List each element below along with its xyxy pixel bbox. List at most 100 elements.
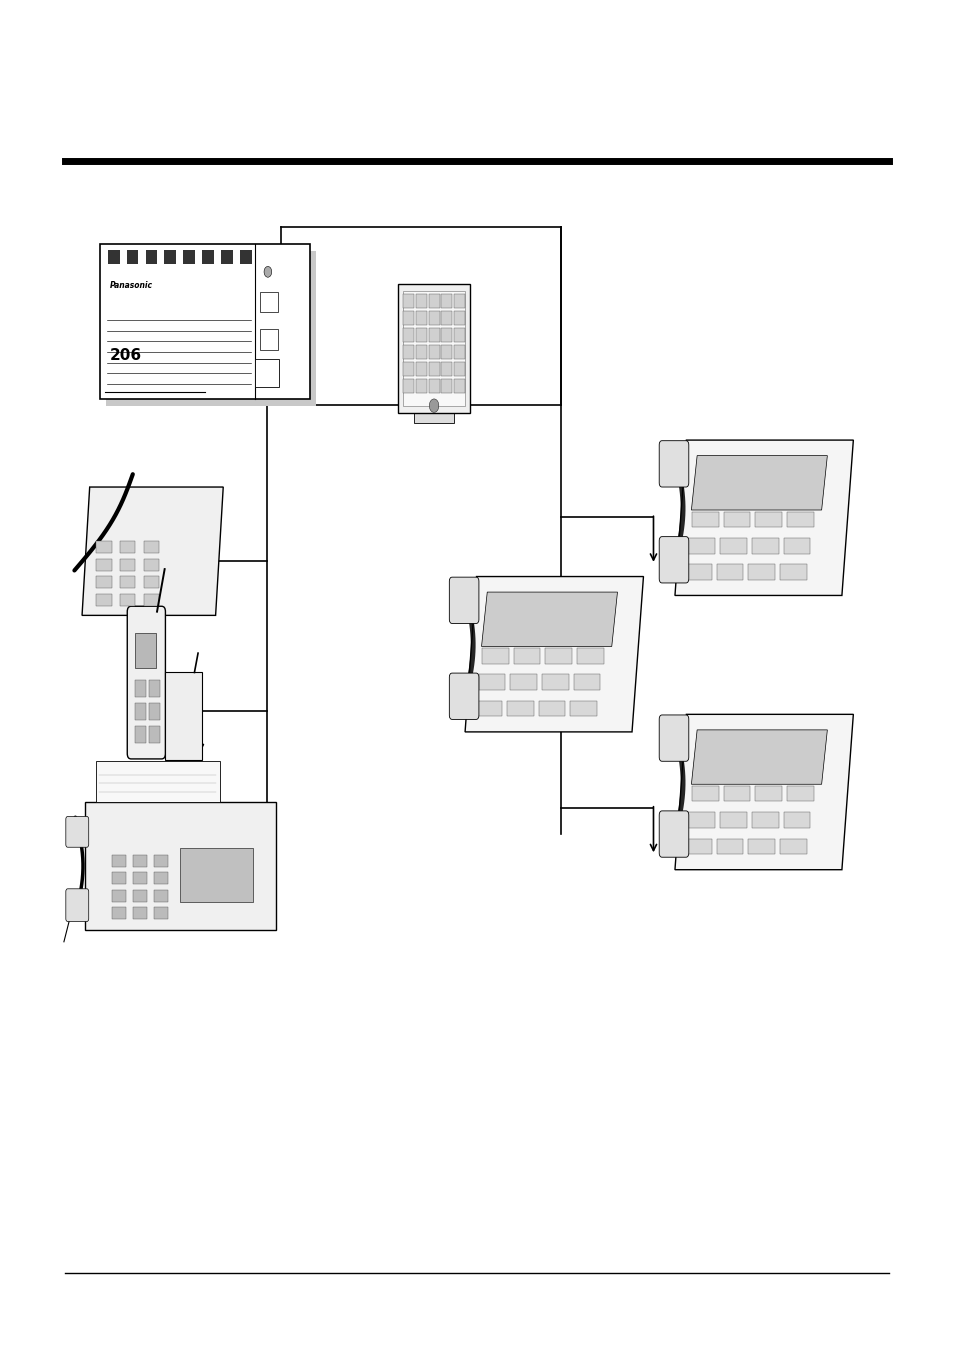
Bar — [570, 701, 597, 716]
Bar — [428, 362, 439, 376]
Bar — [153, 889, 168, 902]
Bar — [144, 576, 159, 589]
FancyBboxPatch shape — [449, 577, 478, 623]
Circle shape — [264, 266, 272, 277]
Bar — [416, 345, 426, 359]
Bar — [153, 873, 168, 884]
Bar — [120, 576, 135, 589]
Bar — [149, 725, 160, 743]
Circle shape — [429, 399, 438, 412]
Bar — [722, 512, 749, 527]
Bar — [403, 345, 414, 359]
Bar — [255, 359, 279, 386]
Text: Panasonic: Panasonic — [110, 281, 152, 290]
Bar — [221, 250, 233, 263]
Bar — [428, 345, 439, 359]
Bar — [108, 250, 119, 263]
Bar — [403, 378, 414, 393]
FancyBboxPatch shape — [66, 816, 89, 847]
Bar — [716, 565, 742, 580]
Bar — [112, 873, 126, 884]
Bar — [416, 378, 426, 393]
FancyBboxPatch shape — [127, 607, 165, 759]
Bar — [510, 674, 537, 690]
FancyBboxPatch shape — [659, 440, 688, 486]
Bar — [428, 311, 439, 326]
Bar — [112, 908, 126, 919]
Bar — [691, 512, 718, 527]
Bar — [454, 378, 465, 393]
Bar — [454, 345, 465, 359]
Bar — [684, 839, 711, 854]
Bar — [100, 245, 310, 400]
Text: 206: 206 — [110, 349, 142, 363]
Bar — [441, 362, 452, 376]
Bar — [96, 576, 112, 589]
Bar — [780, 565, 806, 580]
Bar — [786, 512, 813, 527]
Bar — [120, 559, 135, 570]
Bar — [106, 251, 315, 405]
Bar — [146, 250, 157, 263]
Bar — [475, 701, 501, 716]
Bar — [144, 540, 159, 554]
Bar — [132, 908, 147, 919]
Bar — [454, 311, 465, 326]
Bar — [153, 908, 168, 919]
Polygon shape — [674, 715, 852, 870]
Bar — [747, 839, 774, 854]
Bar — [780, 839, 806, 854]
Polygon shape — [82, 488, 223, 616]
Bar — [96, 540, 112, 554]
Bar — [428, 378, 439, 393]
Bar — [747, 565, 774, 580]
Bar — [96, 761, 220, 802]
Bar — [782, 812, 809, 828]
FancyBboxPatch shape — [659, 811, 688, 858]
Bar — [149, 681, 160, 697]
Bar — [260, 292, 278, 312]
Bar — [260, 330, 278, 350]
Bar — [85, 802, 275, 929]
Bar — [441, 378, 452, 393]
Bar — [144, 594, 159, 605]
Bar — [398, 285, 470, 413]
Bar — [541, 674, 568, 690]
Bar — [755, 786, 781, 801]
Bar — [454, 362, 465, 376]
FancyBboxPatch shape — [66, 889, 89, 921]
Bar — [755, 512, 781, 527]
FancyBboxPatch shape — [449, 673, 478, 719]
Bar — [416, 362, 426, 376]
Polygon shape — [691, 730, 826, 784]
FancyBboxPatch shape — [659, 536, 688, 584]
Bar — [454, 328, 465, 342]
Bar — [691, 786, 718, 801]
Bar — [127, 250, 138, 263]
Bar — [573, 674, 599, 690]
Bar — [202, 250, 213, 263]
Bar — [688, 538, 715, 554]
Bar — [722, 786, 749, 801]
Bar — [96, 559, 112, 570]
Bar — [403, 293, 414, 308]
Bar — [403, 328, 414, 342]
Bar — [144, 559, 159, 570]
Bar — [545, 648, 572, 663]
Bar — [441, 311, 452, 326]
Bar — [416, 311, 426, 326]
Bar — [120, 594, 135, 605]
Bar — [134, 725, 147, 743]
Bar — [165, 673, 201, 761]
Bar — [240, 250, 252, 263]
Bar — [153, 855, 168, 867]
Bar — [478, 674, 505, 690]
Bar — [403, 292, 465, 405]
Bar — [134, 681, 147, 697]
Bar — [180, 848, 253, 902]
Bar — [684, 565, 711, 580]
Bar — [441, 293, 452, 308]
Bar — [164, 250, 176, 263]
Bar — [428, 293, 439, 308]
Bar — [786, 786, 813, 801]
